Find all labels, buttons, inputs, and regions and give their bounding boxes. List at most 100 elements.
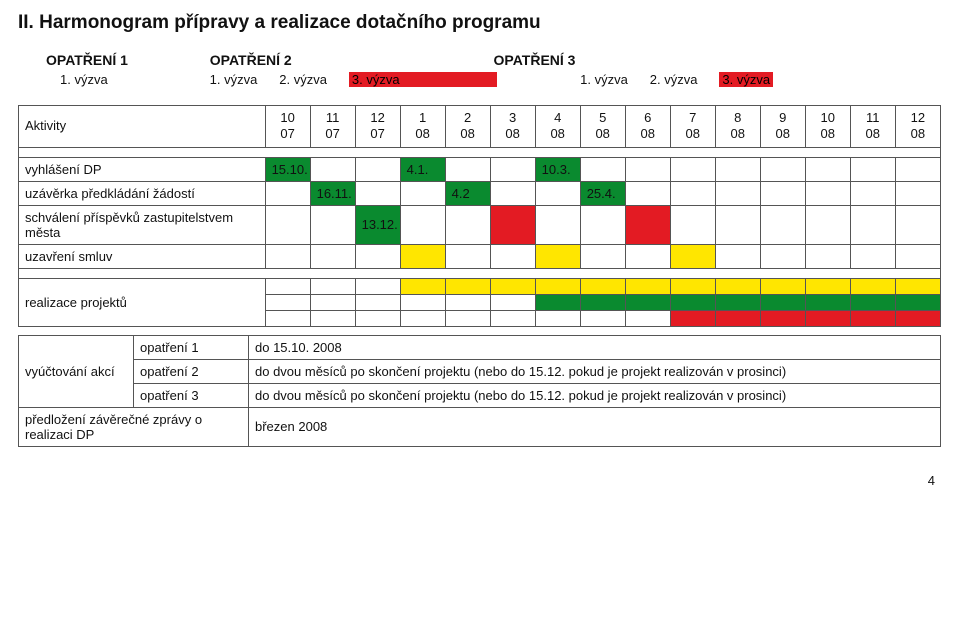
deadline-row: předložení závěrečné zprávy o realizaci … [19,407,941,446]
schedule-cell [265,244,310,268]
schedule-cell [490,310,535,326]
schedule-cell: 16.11. [310,181,355,205]
vyzva-o3-3: 3. výzva [719,72,773,87]
schedule-cell [535,244,580,268]
schedule-table: Aktivity 1007 1107 1207 108 208 308 408 … [18,105,941,327]
schedule-cell [490,278,535,294]
vyuctovani-label: vyúčtování akcí [19,335,134,407]
schedule-cell [490,157,535,181]
schedule-cell [625,278,670,294]
schedule-cell [310,205,355,244]
deadline-opatreni-2: opatření 2 [134,359,249,383]
schedule-cell [265,205,310,244]
schedule-cell [265,181,310,205]
schedule-cell [670,278,715,294]
schedule-cell [445,294,490,310]
month-header: 1208 [895,106,940,148]
schedule-cell [580,294,625,310]
schedule-cell [670,310,715,326]
opatreni-headings: OPATŘENÍ 1 OPATŘENÍ 2 OPATŘENÍ 3 [46,52,941,68]
schedule-cell: 4.2 [445,181,490,205]
opatreni-2: OPATŘENÍ 2 [210,52,490,68]
month-header: 108 [400,106,445,148]
schedule-cell [310,157,355,181]
header-row: Aktivity 1007 1107 1207 108 208 308 408 … [19,106,941,148]
schedule-cell [580,157,625,181]
final-report-date: březen 2008 [249,407,941,446]
vyzva-o3-1: 1. výzva [580,72,646,87]
schedule-cell [310,244,355,268]
schedule-cell [715,157,760,181]
schedule-cell [625,205,670,244]
schedule-cell [400,278,445,294]
row-uzavreni: uzavření smluv [19,244,941,268]
schedule-cell [310,310,355,326]
schedule-cell [760,278,805,294]
schedule-cell [850,244,895,268]
schedule-cell: 15.10. [265,157,310,181]
schedule-cell [400,310,445,326]
opatreni-1: OPATŘENÍ 1 [46,52,206,68]
schedule-cell [760,205,805,244]
schedule-cell [895,278,940,294]
schedule-cell [625,181,670,205]
schedule-cell [535,310,580,326]
schedule-cell [805,181,850,205]
schedule-cell [760,244,805,268]
schedule-cell [490,244,535,268]
schedule-cell [535,181,580,205]
deadline-opatreni-1: opatření 1 [134,335,249,359]
schedule-cell [670,181,715,205]
schedule-cell [715,181,760,205]
schedule-cell [310,294,355,310]
month-header: 308 [490,106,535,148]
schedule-cell [805,244,850,268]
month-header: 608 [625,106,670,148]
schedule-cell [445,310,490,326]
month-header: 1108 [850,106,895,148]
schedule-cell [715,244,760,268]
opatreni-3: OPATŘENÍ 3 [494,52,694,68]
schedule-cell [580,205,625,244]
schedule-cell [445,157,490,181]
month-header: 908 [760,106,805,148]
schedule-cell [895,244,940,268]
schedule-cell [355,157,400,181]
month-header: 1207 [355,106,400,148]
schedule-cell: 25.4. [580,181,625,205]
schedule-cell [805,310,850,326]
schedule-cell [850,205,895,244]
month-header: 1107 [310,106,355,148]
month-header: 408 [535,106,580,148]
row-vyhlaseni: vyhlášení DP 15.10.4.1.10.3. [19,157,941,181]
schedule-cell [715,205,760,244]
schedule-cell [490,294,535,310]
row-uzaverka: uzávěrka předkládání žádostí 16.11.4.225… [19,181,941,205]
row-realizace-band1: realizace projektů [19,278,941,294]
schedule-cell [580,278,625,294]
schedule-cell [895,310,940,326]
schedule-cell [670,294,715,310]
deadline-row: opatření 2 do dvou měsíců po skončení pr… [19,359,941,383]
schedule-cell [355,181,400,205]
deadline-text-3: do dvou měsíců po skončení projektu (neb… [249,383,941,407]
page-number: 4 [18,473,941,488]
deadline-opatreni-3: opatření 3 [134,383,249,407]
schedule-cell [715,278,760,294]
schedule-cell [625,294,670,310]
schedule-cell [805,157,850,181]
vyzva-o3-2: 2. výzva [650,72,716,87]
schedule-cell [355,278,400,294]
schedule-cell [805,278,850,294]
deadline-text-2: do dvou měsíců po skončení projektu (neb… [249,359,941,383]
schedule-cell [805,205,850,244]
schedule-cell [265,310,310,326]
schedule-cell [850,181,895,205]
schedule-cell [580,244,625,268]
schedule-cell [760,157,805,181]
schedule-cell [355,310,400,326]
deadline-row: vyúčtování akcí opatření 1 do 15.10. 200… [19,335,941,359]
schedule-cell [265,278,310,294]
row-schvaleni: schválení příspěvků zastupitelstvem měst… [19,205,941,244]
schedule-cell [400,244,445,268]
